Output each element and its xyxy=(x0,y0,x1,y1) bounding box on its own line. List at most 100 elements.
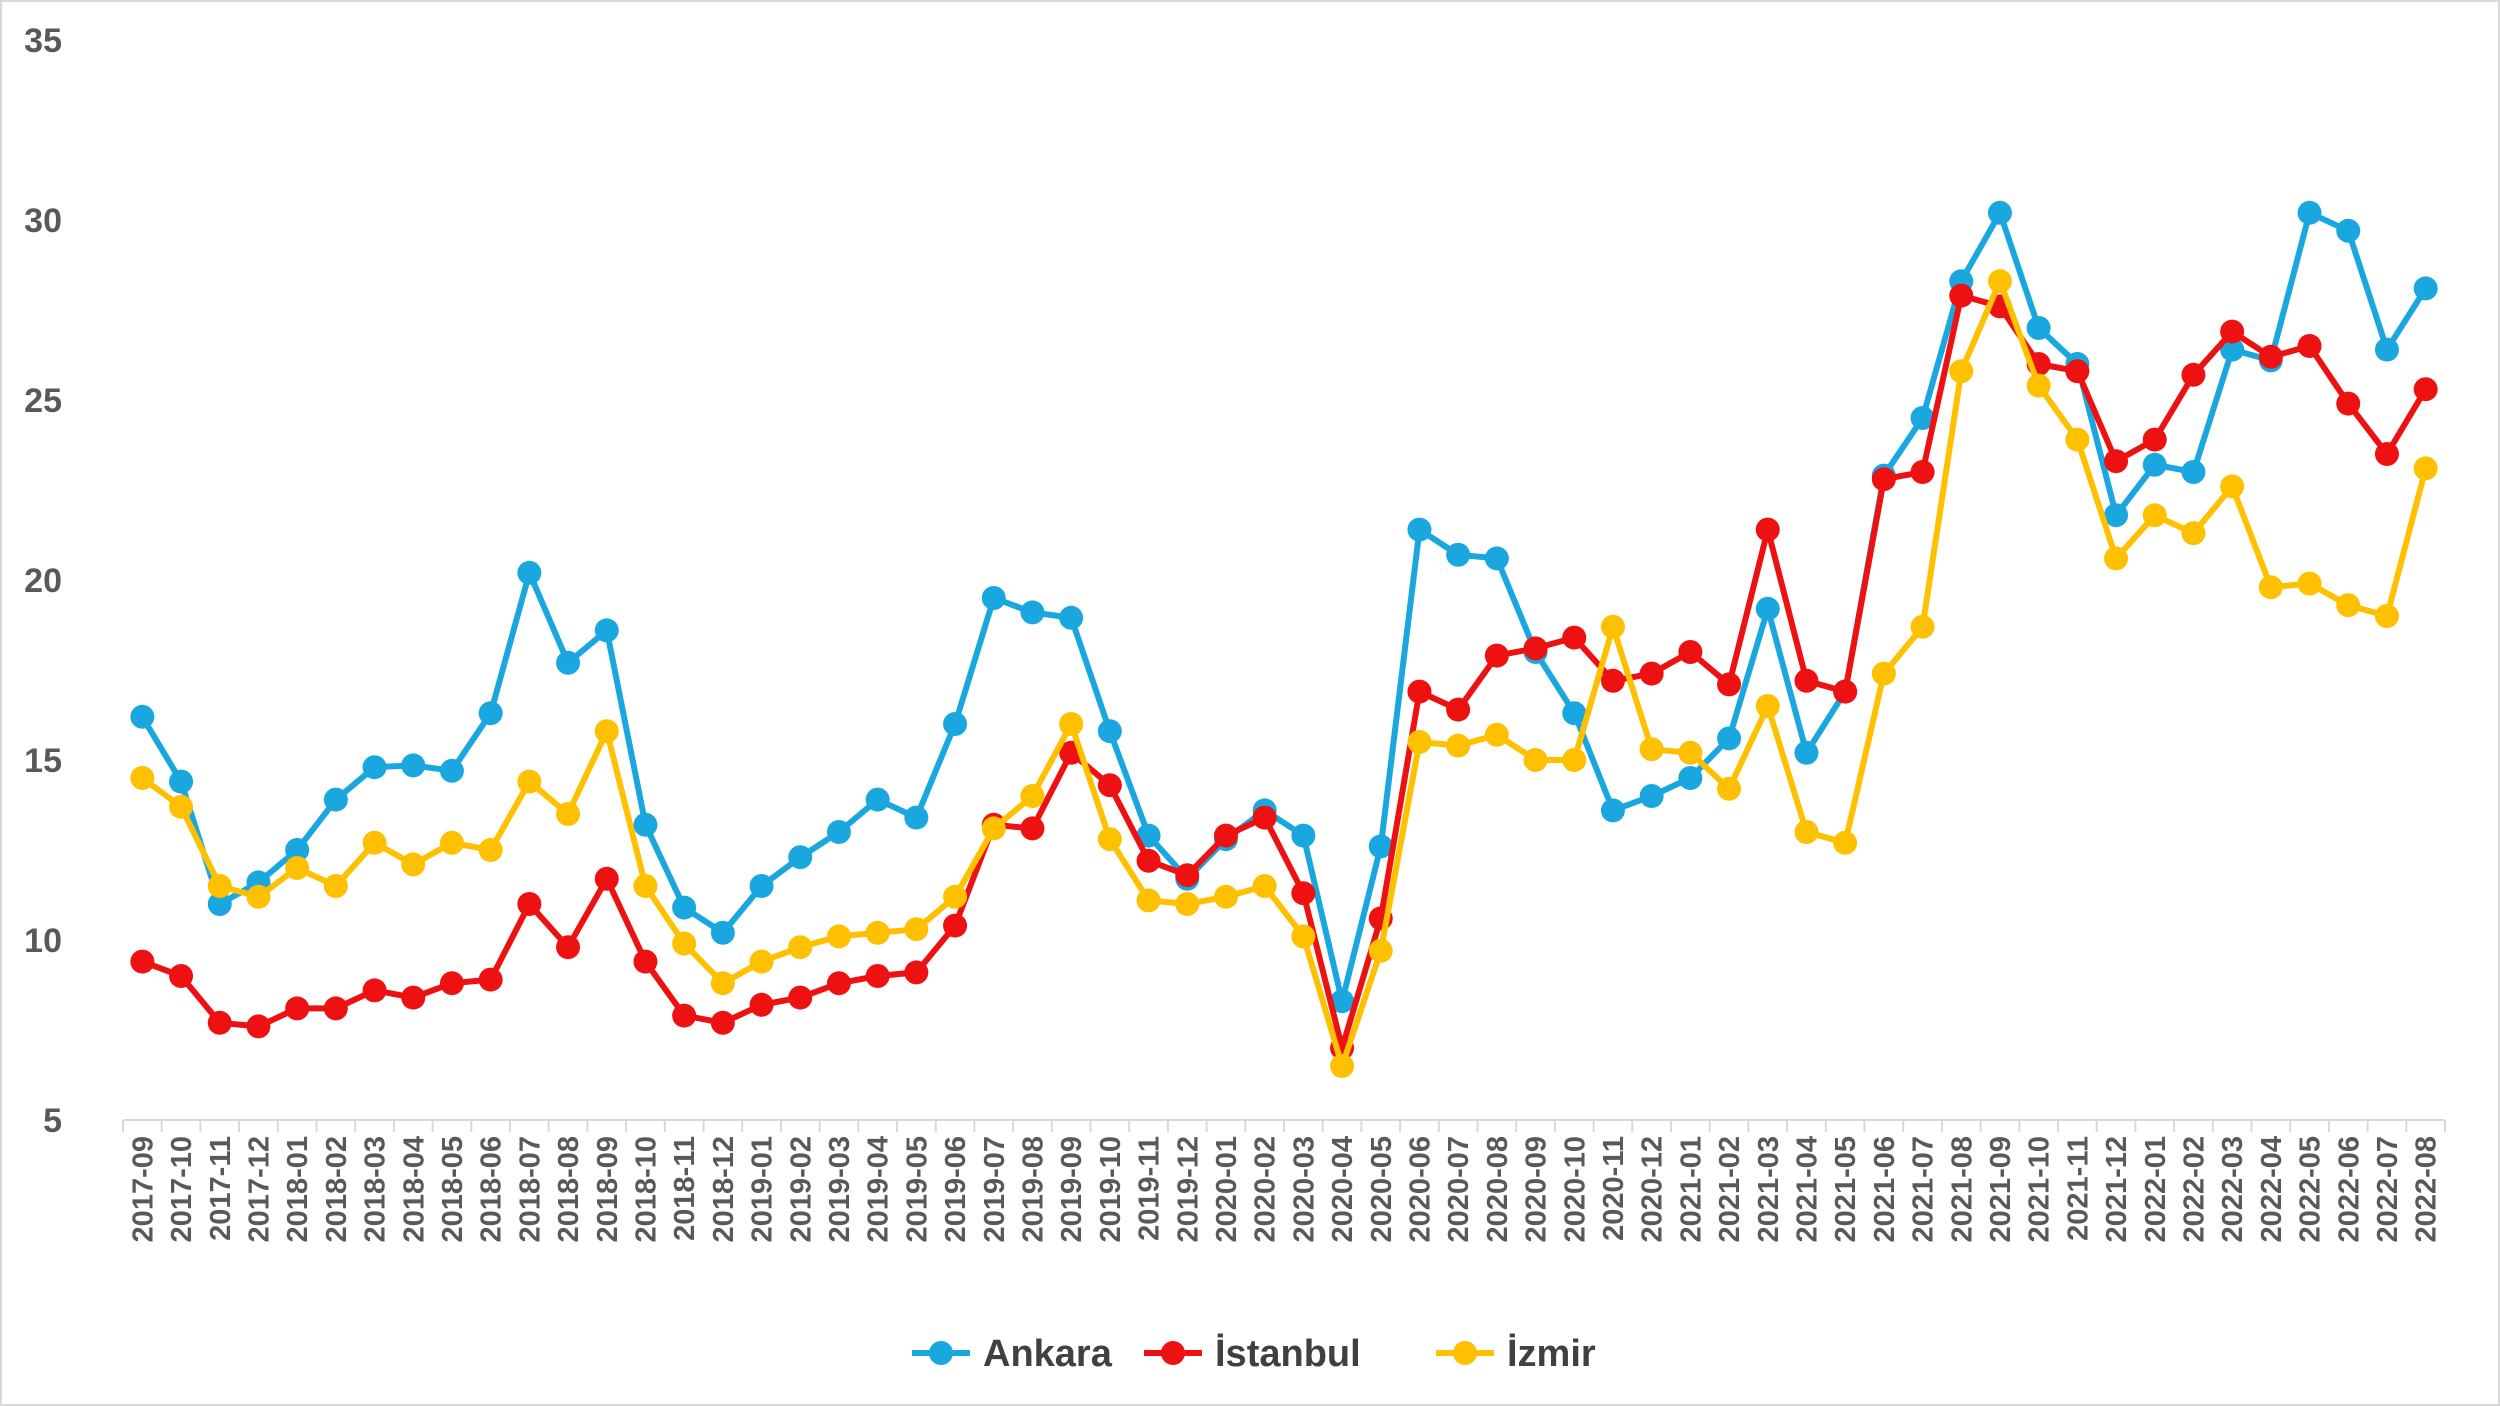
data-point xyxy=(943,884,968,909)
x-tick-label: 2020-03 xyxy=(1288,1136,1320,1242)
x-tick-label: 2020-08 xyxy=(1482,1136,1514,1242)
data-point xyxy=(904,805,929,830)
data-point xyxy=(1523,636,1548,661)
data-point xyxy=(207,1010,232,1035)
data-point xyxy=(1794,740,1819,765)
x-tick-label: 2018-06 xyxy=(476,1136,508,1242)
x-tick-label: 2020-07 xyxy=(1443,1136,1475,1242)
data-point xyxy=(323,996,348,1021)
x-tick-label: 2021-07 xyxy=(1908,1136,1940,1242)
data-point xyxy=(943,913,968,938)
x-tick-label: 2020-11 xyxy=(1598,1136,1630,1241)
data-point xyxy=(2297,334,2322,358)
data-point xyxy=(1368,938,1393,963)
data-point xyxy=(2065,359,2090,384)
data-point xyxy=(1252,805,1277,830)
data-point xyxy=(323,787,348,812)
data-point xyxy=(1446,542,1471,567)
data-point xyxy=(439,830,464,855)
data-point xyxy=(478,838,503,862)
x-tick-label: 2021-12 xyxy=(2101,1136,2133,1242)
data-point xyxy=(246,884,271,909)
data-point xyxy=(2297,571,2322,596)
data-point xyxy=(1639,661,1664,686)
data-point xyxy=(865,787,890,812)
data-point xyxy=(401,753,426,778)
data-point xyxy=(2374,337,2399,362)
data-point xyxy=(1446,697,1471,722)
data-point xyxy=(2104,503,2129,528)
data-point xyxy=(1407,679,1432,704)
data-point xyxy=(2297,200,2322,225)
x-tick-label: 2021-04 xyxy=(1791,1136,1823,1242)
data-point xyxy=(1794,668,1819,693)
x-tick-label: 2017-10 xyxy=(166,1136,198,1242)
data-point xyxy=(1600,798,1625,823)
data-point xyxy=(1291,881,1316,906)
x-tick-label: 2018-03 xyxy=(360,1136,392,1242)
x-tick-label: 2022-08 xyxy=(2411,1136,2443,1242)
data-point xyxy=(2181,521,2206,546)
data-point xyxy=(594,866,619,891)
data-point xyxy=(1910,614,1935,639)
x-tick-label: 2022-02 xyxy=(2178,1136,2210,1242)
data-point xyxy=(1717,726,1742,751)
data-point xyxy=(1639,737,1664,762)
data-point xyxy=(594,719,619,744)
x-tick-label: 2019-09 xyxy=(1056,1136,1088,1242)
x-tick-label: 2021-06 xyxy=(1869,1136,1901,1242)
data-point xyxy=(2142,452,2167,477)
x-tick-label: 2021-08 xyxy=(1946,1136,1978,1242)
data-point xyxy=(439,758,464,783)
x-tick-label: 2017-11 xyxy=(205,1136,237,1241)
data-point xyxy=(285,856,310,880)
data-point xyxy=(1020,816,1045,841)
data-point xyxy=(1175,863,1200,888)
data-point xyxy=(1639,784,1664,808)
legend-label: İzmir xyxy=(1507,1333,1596,1375)
data-point xyxy=(710,971,735,996)
data-point xyxy=(2181,460,2206,484)
x-tick-label: 2018-10 xyxy=(630,1136,662,1242)
data-point xyxy=(1484,643,1509,668)
x-tick-label: 2019-01 xyxy=(747,1136,779,1242)
x-tick-label: 2020-10 xyxy=(1559,1136,1591,1242)
series-2 xyxy=(130,283,2438,1060)
x-axis: 2017-09 2017-10 2017-11 2017-12 2018-01 2018-… xyxy=(122,1119,2446,1242)
data-point xyxy=(1330,1054,1355,1078)
x-tick-label: 2019-08 xyxy=(1017,1136,1049,1242)
x-tick-label: 2021-03 xyxy=(1753,1136,1785,1242)
y-tick-label: 15 xyxy=(24,742,62,780)
data-point xyxy=(2220,474,2245,499)
legend-item: İstanbul xyxy=(1144,1333,1361,1375)
data-point xyxy=(865,920,890,945)
x-tick-label: 2018-07 xyxy=(514,1136,546,1242)
data-point xyxy=(1949,359,1974,384)
data-point xyxy=(1600,668,1625,693)
data-point xyxy=(285,838,310,862)
x-tick-label: 2019-02 xyxy=(785,1136,817,1242)
x-tick-label: 2022-04 xyxy=(2256,1136,2288,1242)
data-point xyxy=(207,874,232,898)
x-tick-label: 2018-04 xyxy=(398,1136,430,1242)
data-point xyxy=(1059,605,1084,630)
data-point xyxy=(2258,344,2283,369)
data-point xyxy=(1175,892,1200,916)
data-point xyxy=(865,964,890,988)
data-point xyxy=(1484,546,1509,571)
data-point xyxy=(710,920,735,945)
x-tick-label: 2018-01 xyxy=(282,1136,314,1242)
data-point xyxy=(517,560,542,585)
data-point xyxy=(2142,503,2167,528)
x-tick-label: 2017-12 xyxy=(243,1136,275,1242)
data-point xyxy=(1910,406,1935,430)
x-tick-label: 2022-03 xyxy=(2217,1136,2249,1242)
data-point xyxy=(1678,766,1703,790)
data-point xyxy=(788,985,813,1010)
data-point xyxy=(1871,661,1896,686)
data-point xyxy=(1097,827,1122,852)
data-point xyxy=(517,892,542,916)
x-tick-label: 2018-12 xyxy=(708,1136,740,1242)
